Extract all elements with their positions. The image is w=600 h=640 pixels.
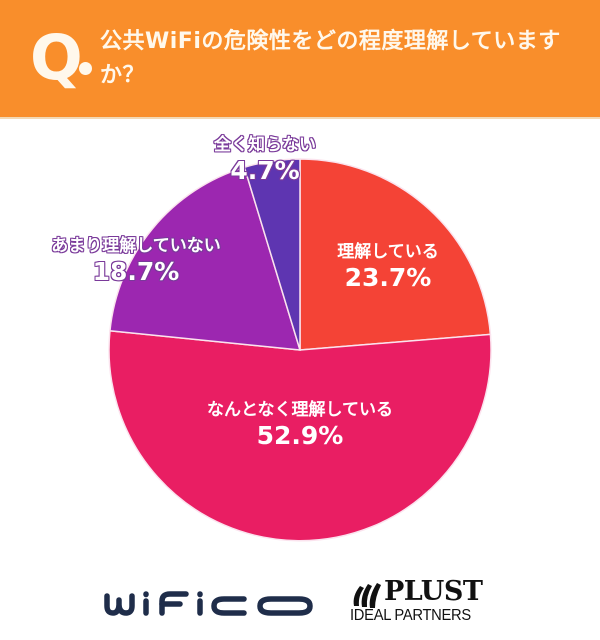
label-understand: 理解している 23.7%	[337, 242, 439, 292]
q-dot-icon	[79, 62, 92, 75]
slice-somewhat-understand	[108, 329, 492, 542]
plust-swirl-icon	[353, 583, 381, 608]
plust-subtitle: IDEAL PARTNERS	[350, 607, 471, 624]
question-text: 公共WiFiの危険性をどの程度理解していますか？	[100, 29, 561, 88]
q-label: Q	[30, 21, 83, 94]
sponsor-logos: PLUST IDEAL PARTNERS	[0, 570, 600, 640]
label-somewhat-understand: なんとなく理解している 52.9%	[207, 400, 393, 450]
pie-svg	[108, 158, 492, 542]
slice-not-really-understand	[109, 166, 302, 351]
slice-understand	[299, 158, 492, 351]
label-not-really-understand: あまり理解していない 18.7%	[51, 236, 221, 286]
plust-logo: PLUST IDEAL PARTNERS	[350, 576, 500, 636]
plust-name: PLUST	[384, 576, 483, 607]
label-dont-know-at-all: 全く知らない 4.7%	[214, 135, 316, 185]
slice-dont-know-at-all	[243, 158, 301, 351]
wifico-logo	[104, 591, 313, 616]
question-header: Q 公共WiFiの危険性をどの程度理解していますか？	[0, 0, 600, 119]
pie-chart: 理解している 23.7% なんとなく理解している 52.9% あまり理解していな…	[0, 117, 600, 557]
